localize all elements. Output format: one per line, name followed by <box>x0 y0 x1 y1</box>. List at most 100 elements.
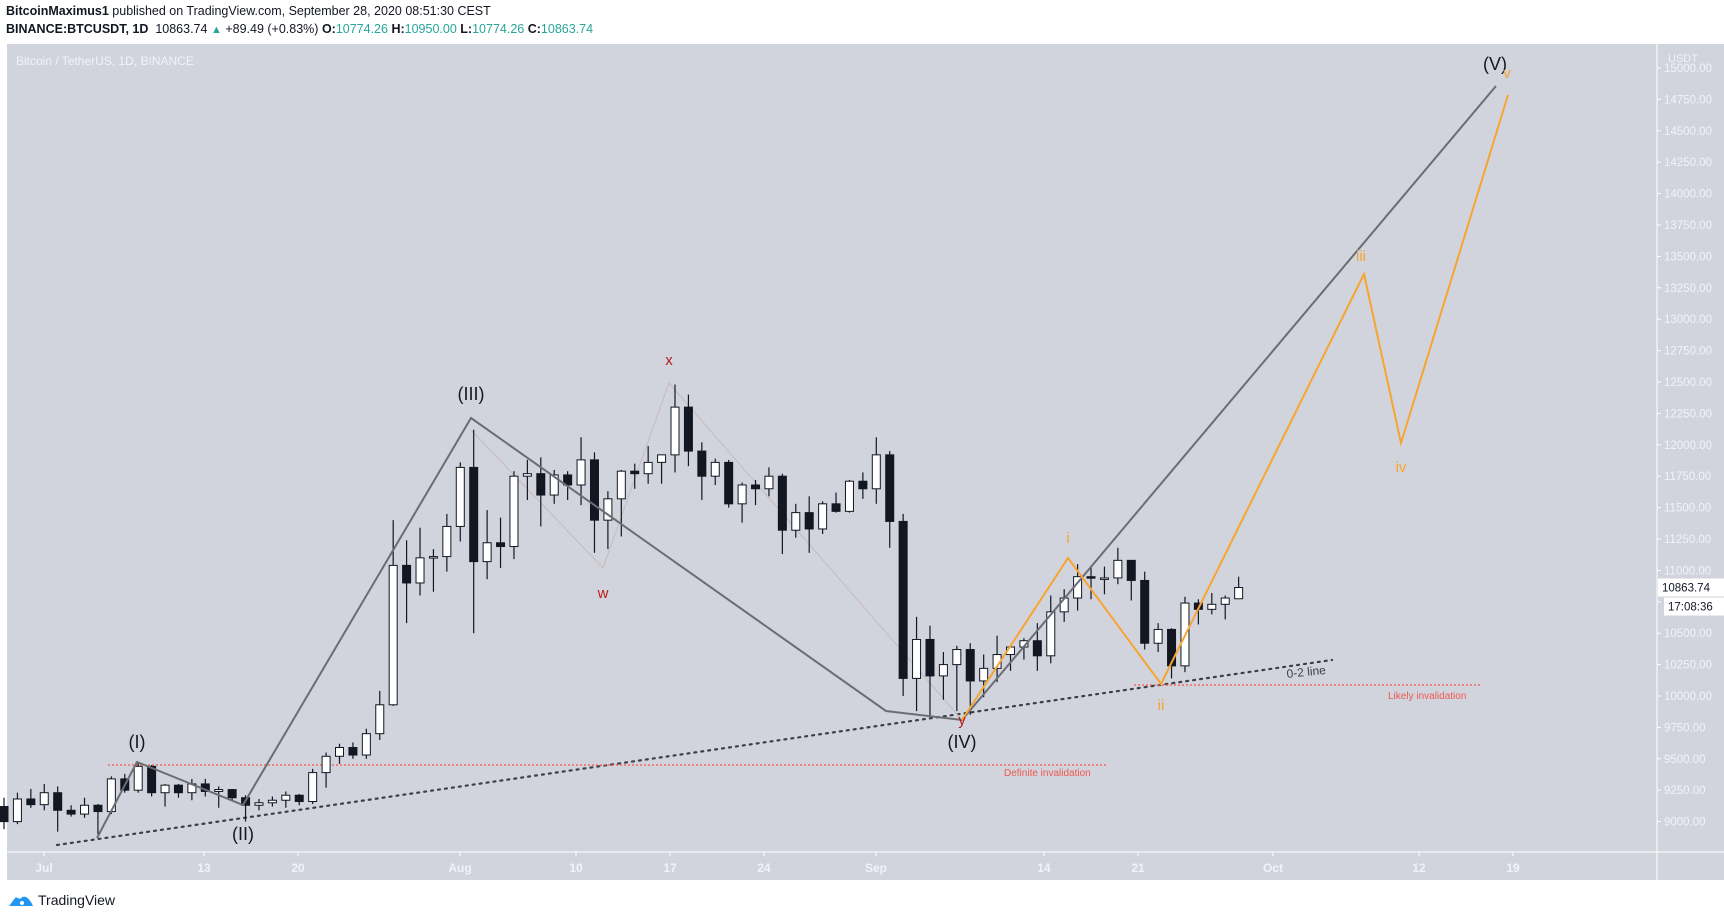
candle[interactable] <box>549 474 559 496</box>
candle[interactable] <box>952 649 962 666</box>
candle[interactable] <box>321 755 331 774</box>
candle[interactable] <box>751 484 761 490</box>
candle[interactable] <box>455 466 465 527</box>
candle[interactable] <box>428 556 438 559</box>
candle[interactable] <box>160 784 170 794</box>
candle[interactable] <box>53 792 63 811</box>
candle[interactable] <box>724 461 734 505</box>
open-value: 10774.26 <box>335 22 388 36</box>
candle[interactable] <box>375 704 385 735</box>
candle[interactable] <box>844 480 854 512</box>
brand-name[interactable]: TradingView <box>38 892 116 908</box>
wave-label: y <box>958 712 966 729</box>
candle[interactable] <box>39 792 49 806</box>
candle[interactable] <box>415 557 425 584</box>
candle[interactable] <box>227 789 237 799</box>
chart-area[interactable] <box>7 44 1724 880</box>
candle[interactable] <box>630 470 640 475</box>
candle[interactable] <box>1234 587 1244 600</box>
candle[interactable] <box>1113 559 1123 579</box>
subwave-projection-path[interactable] <box>961 94 1509 721</box>
candle[interactable] <box>308 772 318 803</box>
candle[interactable] <box>294 794 304 803</box>
wave-label: v <box>1503 65 1511 82</box>
candle[interactable] <box>1153 628 1163 644</box>
candle[interactable] <box>912 638 922 679</box>
candle[interactable] <box>1099 577 1109 580</box>
candle[interactable] <box>858 480 868 490</box>
candle[interactable] <box>818 503 828 530</box>
candle[interactable] <box>26 798 36 806</box>
candle[interactable] <box>871 454 881 490</box>
candle[interactable] <box>885 454 895 522</box>
candle[interactable] <box>683 406 693 452</box>
candle[interactable] <box>402 564 412 584</box>
candle[interactable] <box>442 525 452 558</box>
candle[interactable] <box>1140 579 1150 644</box>
candle[interactable] <box>979 667 989 682</box>
candle[interactable] <box>66 809 76 815</box>
candle[interactable] <box>1167 628 1177 667</box>
primary-wave-path[interactable] <box>96 85 1497 839</box>
time-tick-label: 17 <box>663 861 677 875</box>
candle[interactable] <box>0 806 9 823</box>
candle[interactable] <box>670 406 680 456</box>
candle[interactable] <box>348 746 358 756</box>
candle[interactable] <box>643 461 653 475</box>
candle[interactable] <box>777 475 787 531</box>
candle[interactable] <box>965 649 975 682</box>
candle[interactable] <box>254 802 264 806</box>
candle[interactable] <box>1126 559 1136 581</box>
candle[interactable] <box>831 503 841 512</box>
candle[interactable] <box>737 484 747 505</box>
candle[interactable] <box>616 470 626 500</box>
candle[interactable] <box>1046 611 1056 657</box>
time-tick-label: 13 <box>197 861 211 875</box>
candle[interactable] <box>361 733 371 756</box>
price-tick-label: 11250.00 <box>1664 534 1711 546</box>
candle[interactable] <box>1207 603 1217 610</box>
candle[interactable] <box>603 498 613 521</box>
candle[interactable] <box>1086 576 1096 579</box>
candle[interactable] <box>536 473 546 496</box>
candle[interactable] <box>281 794 291 801</box>
candle[interactable] <box>925 638 935 677</box>
candle[interactable] <box>469 466 479 563</box>
candle[interactable] <box>482 542 492 563</box>
candle[interactable] <box>1220 597 1230 605</box>
candle[interactable] <box>214 789 224 792</box>
candle[interactable] <box>657 454 667 463</box>
candle[interactable] <box>80 804 90 815</box>
candle[interactable] <box>496 542 506 548</box>
candle[interactable] <box>589 459 599 521</box>
price-change: +89.49 (+0.83%) <box>225 22 319 36</box>
candle[interactable] <box>697 450 707 477</box>
candle[interactable] <box>563 474 573 486</box>
candle[interactable] <box>710 461 720 477</box>
candle[interactable] <box>388 564 398 706</box>
last-price-tag-text: 10863.74 <box>1662 583 1711 595</box>
candle[interactable] <box>764 475 774 490</box>
candle[interactable] <box>522 473 532 477</box>
candle[interactable] <box>576 459 586 486</box>
candle[interactable] <box>12 798 22 823</box>
candle[interactable] <box>173 784 183 794</box>
candle[interactable] <box>791 512 801 531</box>
candle[interactable] <box>898 520 908 679</box>
candle[interactable] <box>133 765 143 791</box>
candle[interactable] <box>335 746 344 757</box>
candle[interactable] <box>267 799 277 804</box>
price-tick-label: 13500.00 <box>1664 251 1712 263</box>
candle[interactable] <box>147 765 157 794</box>
zero-two-trendline[interactable] <box>55 658 1334 847</box>
candle[interactable] <box>938 664 948 677</box>
candle[interactable] <box>93 804 103 813</box>
candle[interactable] <box>509 475 519 548</box>
time-tick-label: Sep <box>865 861 887 875</box>
candle[interactable] <box>804 512 814 530</box>
wxy-correction-path[interactable] <box>470 382 963 721</box>
candle[interactable] <box>1032 640 1042 657</box>
author-name[interactable]: BitcoinMaximus1 <box>6 4 109 18</box>
countdown-tag <box>1664 597 1724 616</box>
